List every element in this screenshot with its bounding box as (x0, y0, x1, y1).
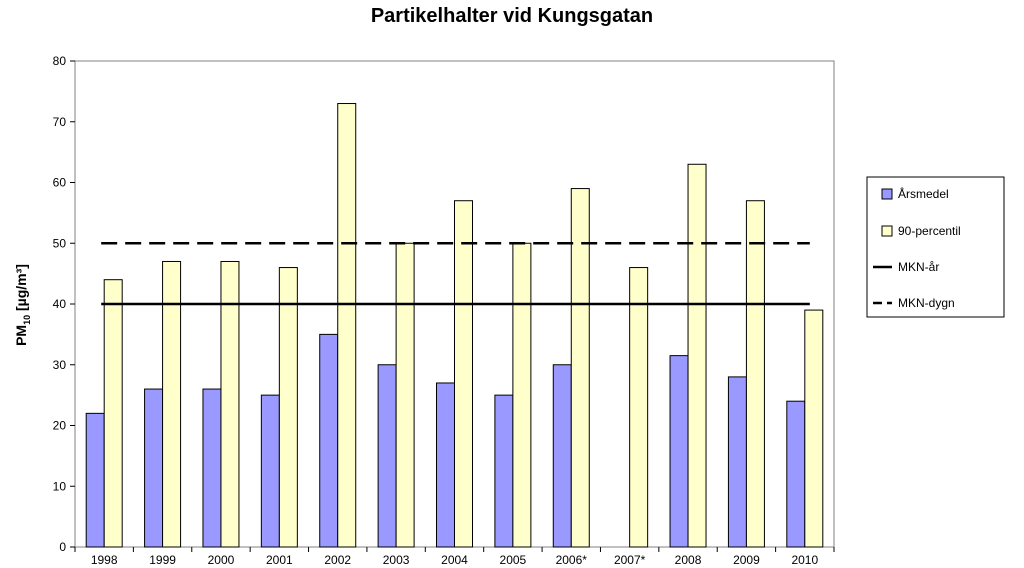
x-tick-label: 2003 (383, 553, 410, 567)
legend-swatch-90-percentil (881, 225, 893, 237)
x-tick-label: 2005 (500, 553, 527, 567)
bar-arsmedel (669, 355, 689, 548)
bar-90-percentil (454, 200, 473, 548)
legend-label-90-percentil: 90-percentil (898, 224, 961, 238)
bar-90-percentil (278, 267, 298, 548)
y-axis-label: PM10 [µg/m³] (13, 264, 32, 346)
bar-90-percentil (804, 309, 824, 548)
bars (85, 103, 824, 548)
y-tick-label: 40 (53, 297, 67, 311)
bar-arsmedel (436, 382, 455, 548)
x-tick-label: 2010 (791, 553, 818, 567)
legend-label-mkn-dygn: MKN-dygn (898, 296, 955, 310)
x-tick-label: 2006* (556, 553, 588, 567)
legend-label-mkn-ar: MKN-år (898, 260, 939, 274)
bar-90-percentil (687, 163, 707, 548)
bar-arsmedel (202, 388, 222, 548)
bar-arsmedel (377, 364, 397, 548)
legend-box (866, 176, 1005, 318)
bar-arsmedel (552, 364, 572, 548)
x-axis: 1998 1999 2000 2001 2002 2003 2004 2005 2006* 200… (74, 547, 835, 567)
x-tick-label: 2007* (614, 553, 646, 567)
y-tick-label: 80 (53, 54, 67, 68)
legend: Årsmedel 90-percentil MKN-år MKN-dygn (866, 176, 1005, 318)
y-tick-label: 30 (53, 358, 67, 372)
x-tick-label: 1998 (91, 553, 118, 567)
x-tick-label: 2004 (441, 553, 468, 567)
bar-90-percentil (220, 260, 240, 548)
y-axis: 0 10 20 30 40 50 60 70 80 (53, 54, 75, 554)
bar-90-percentil (337, 103, 357, 548)
x-tick-label: 2001 (266, 553, 293, 567)
x-tick-label: 2002 (324, 553, 351, 567)
x-tick-label: 1999 (149, 553, 176, 567)
reference-lines (101, 242, 810, 306)
bar-arsmedel (144, 388, 164, 548)
y-axis-label-main: PM (13, 325, 29, 346)
legend-swatch-arsmedel (881, 188, 893, 200)
y-axis-label-unit: [µg/m³] (13, 264, 29, 315)
bar-90-percentil (570, 188, 590, 548)
bar-90-percentil (395, 242, 415, 548)
x-tick-label: 2008 (675, 553, 702, 567)
bar-arsmedel (494, 394, 514, 548)
bar-arsmedel (85, 412, 105, 548)
x-tick-label: 2009 (733, 553, 760, 567)
y-axis-label-subscript: 10 (22, 315, 32, 325)
bar-arsmedel (319, 333, 339, 548)
y-tick-label: 50 (53, 236, 67, 250)
y-tick-label: 10 (53, 479, 67, 493)
bar-arsmedel (727, 376, 747, 548)
bar-90-percentil (512, 242, 532, 548)
bar-90-percentil (103, 279, 123, 548)
y-tick-label: 20 (53, 419, 67, 433)
bar-90-percentil (629, 267, 649, 548)
bar-arsmedel (786, 400, 806, 548)
x-tick-label: 2000 (208, 553, 235, 567)
bar-arsmedel (260, 394, 280, 548)
chart-title: Partikelhalter vid Kungsgatan (371, 5, 653, 27)
bar-90-percentil (745, 200, 765, 548)
y-tick-label: 0 (59, 540, 66, 554)
bar-90-percentil (162, 260, 182, 548)
legend-label-arsmedel: Årsmedel (898, 186, 949, 201)
y-tick-label: 70 (53, 115, 67, 129)
y-tick-label: 60 (53, 176, 67, 190)
